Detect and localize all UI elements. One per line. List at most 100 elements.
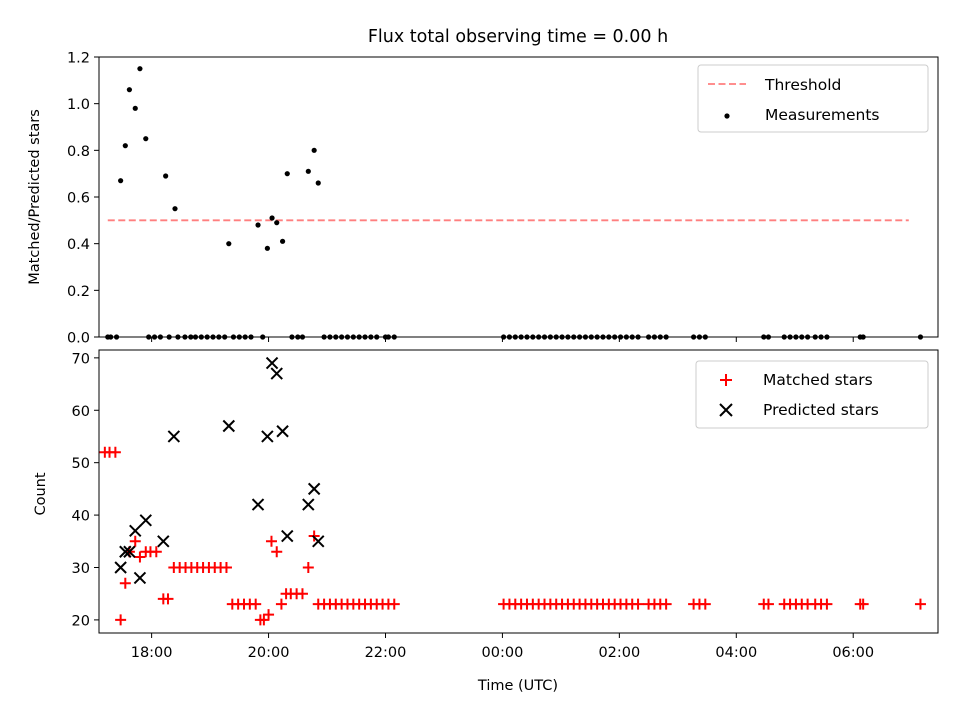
top-y-tick-label: 0.8 [67,144,90,160]
matched-star-marker [275,598,287,610]
bottom-x-tick-label: 04:00 [715,645,757,661]
bottom-x-ticks: 18:00 20:00 22:00 00:00 02:00 04:00 06:00 [131,633,874,661]
bottom-y-tick-label: 50 [72,456,90,472]
predicted-star-marker [114,561,127,574]
matched-star-marker [162,593,174,605]
predicted-star-marker [123,545,136,558]
top-y-tick-label: 0.0 [67,331,90,347]
legend-threshold-label: Threshold [764,76,841,94]
predicted-star-marker [302,498,315,511]
legend-measurement-swatch [724,113,730,119]
measurement-point [226,241,232,247]
matched-star-marker [220,561,232,573]
predicted-star-marker [270,367,283,380]
bottom-legend-box [695,360,929,429]
top-plot-frame [98,56,939,338]
measurement-point [274,220,280,226]
matched-star-points [99,446,926,626]
predicted-star-points [114,356,325,585]
top-x-ticks [151,337,854,342]
legend-predicted-swatch [719,403,733,417]
measurement-point [132,105,138,111]
bottom-x-tick-label: 18:00 [131,645,173,661]
predicted-star-marker [133,571,147,585]
measurement-point [279,238,286,244]
top-y-ticks: 0.0 0.2 0.4 0.6 0.8 1.0 1.2 [67,51,99,347]
top-y-tick-label: 0.4 [67,237,90,253]
top-legend-box [697,64,929,133]
matched-star-marker [632,598,644,610]
measurement-point [143,136,149,142]
bottom-y-tick-label: 70 [72,351,90,367]
measurement-point [305,168,311,174]
measurement-point [269,215,275,221]
bottom-x-tick-label: 00:00 [482,645,524,661]
predicted-star-marker [281,529,294,543]
bottom-plot-frame [98,349,939,634]
matched-star-marker [258,614,270,626]
predicted-star-marker [119,545,132,558]
legend-measurements-label: Measurements [765,106,880,124]
bottom-legend: Matched stars Predicted stars [695,360,929,429]
bottom-x-tick-label: 06:00 [832,645,874,661]
top-y-tick-label: 0.6 [67,191,90,207]
bottom-x-tick-label: 22:00 [365,645,407,661]
predicted-star-marker [139,514,152,527]
matched-star-marker [250,598,262,610]
matched-star-marker [388,598,400,610]
measurement-point [264,245,270,251]
matched-star-marker [302,561,314,573]
predicted-star-marker [222,419,236,433]
matched-star-marker [271,546,283,558]
bottom-y-tick-label: 20 [72,613,90,629]
matched-star-marker [263,609,275,621]
predicted-star-marker [265,356,279,370]
predicted-star-marker [276,425,289,438]
matched-star-marker [115,614,127,626]
matched-star-marker [150,546,162,558]
matched-star-marker [857,598,869,610]
predicted-star-marker [129,524,142,538]
top-y-axis-label: Matched/Predicted stars [27,109,43,285]
matched-star-marker [134,551,146,563]
bottom-y-axis-label: Count [33,472,49,515]
matched-star-marker [914,598,926,610]
matched-star-marker [821,598,833,610]
predicted-star-marker [307,482,321,496]
matched-star-marker [660,598,672,610]
measurement-point [122,143,128,149]
bottom-x-tick-label: 20:00 [248,645,290,661]
top-panel: Flux total observing time = 0.00 h Match… [27,27,939,347]
top-y-tick-label: 1.0 [67,97,90,113]
measurement-point [315,180,321,186]
bottom-y-tick-label: 30 [72,561,90,577]
top-y-tick-label: 0.2 [67,284,90,300]
measurement-point [284,171,290,177]
bottom-y-tick-label: 60 [72,404,90,420]
chart-title: Flux total observing time = 0.00 h [368,27,668,47]
x-axis-label: Time (UTC) [477,678,558,694]
legend-matched-label: Matched stars [763,371,873,389]
bottom-x-tick-label: 02:00 [598,645,640,661]
legend-matched-swatch [720,374,732,386]
matched-star-marker [119,577,131,589]
measurement-point [163,173,169,179]
predicted-star-marker [312,535,325,548]
measurement-point [118,178,124,184]
legend-predicted-label: Predicted stars [763,401,879,419]
measurement-point [126,87,133,93]
predicted-star-marker [261,430,274,443]
predicted-star-marker [157,535,170,548]
matched-star-marker [265,535,277,547]
measurement-point [255,222,261,228]
top-legend: Threshold Measurements [697,64,929,133]
measurement-point [172,206,178,212]
bottom-y-tick-label: 40 [72,509,90,525]
matched-star-marker [699,598,711,610]
predicted-star-marker [167,430,181,443]
bottom-y-ticks: 20 30 40 50 60 70 [72,351,99,629]
matched-star-marker [109,446,121,458]
matched-star-marker [762,598,774,610]
predicted-star-marker [251,498,265,511]
